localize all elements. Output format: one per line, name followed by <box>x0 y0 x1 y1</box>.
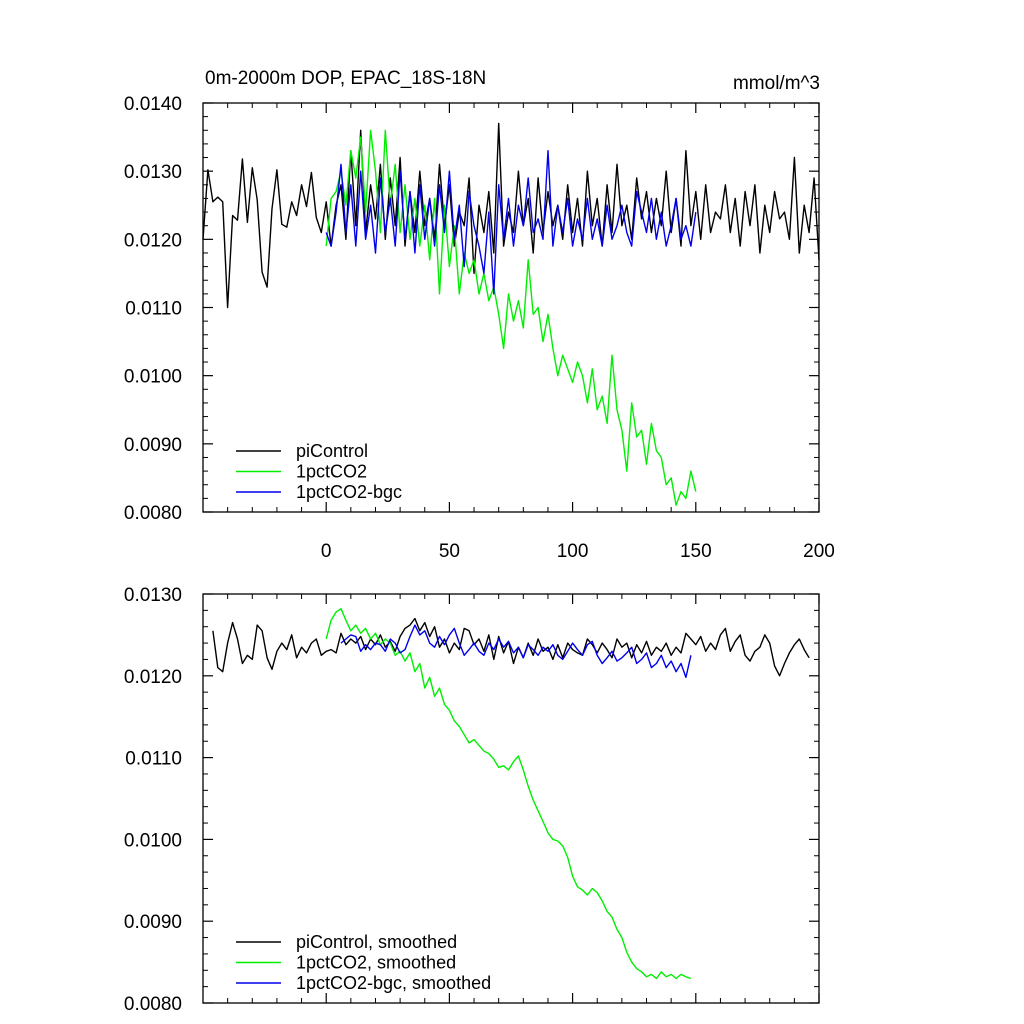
top-panel: 0 50 100 150 200 0.0080 0.0090 0.0100 0.0110 0.01… <box>124 94 835 562</box>
x-tick-label: 150 <box>680 541 712 562</box>
y-tick-label: 0.0080 <box>124 503 182 524</box>
chart-title: 0m-2000m DOP, EPAC_18S-18N <box>205 68 486 89</box>
y-tick-label: 0.0110 <box>125 749 182 770</box>
y-tick-label: 0.0130 <box>124 585 182 606</box>
series-line-1pctco2-smoothed <box>325 608 692 980</box>
series-line-1pctco2-bgc <box>325 149 697 295</box>
legend-label: 1pctCO2, smoothed <box>296 953 456 973</box>
x-tick-label: 0 <box>321 541 332 562</box>
legend-label: piControl <box>296 441 368 461</box>
legend-label: 1pctCO2-bgc <box>296 482 402 502</box>
legend-label: piControl, smoothed <box>296 932 457 952</box>
y-tick-label: 0.0120 <box>124 667 182 688</box>
y-tick-label: 0.0090 <box>124 435 182 456</box>
y-tick-label: 0.0120 <box>124 230 182 251</box>
legend-label: 1pctCO2-bgc, smoothed <box>296 973 491 993</box>
y-tick-label: 0.0110 <box>125 299 182 320</box>
series-line-picontrol-smoothed <box>212 617 810 677</box>
series-line-1pctco2 <box>325 129 697 506</box>
y-tick-label: 0.0140 <box>124 94 182 115</box>
x-tick-label: 200 <box>803 541 835 562</box>
units-label: mmol/m^3 <box>733 73 820 94</box>
y-tick-label: 0.0080 <box>124 994 182 1015</box>
series-line-picontrol <box>202 122 820 309</box>
x-tick-label: 100 <box>557 541 589 562</box>
plot-frame <box>202 593 820 1004</box>
bottom-panel: 0.0080 0.0090 0.0100 0.0110 0.0120 0.0130 piCo… <box>124 585 820 1015</box>
y-tick-label: 0.0130 <box>124 162 182 183</box>
series-line-1pctco2-bgc-smoothed <box>340 624 692 679</box>
x-tick-label: 50 <box>439 541 460 562</box>
y-tick-label: 0.0100 <box>124 830 182 851</box>
y-tick-label: 0.0100 <box>124 367 182 388</box>
legend-label: 1pctCO2 <box>296 462 367 482</box>
y-tick-label: 0.0090 <box>124 912 182 933</box>
